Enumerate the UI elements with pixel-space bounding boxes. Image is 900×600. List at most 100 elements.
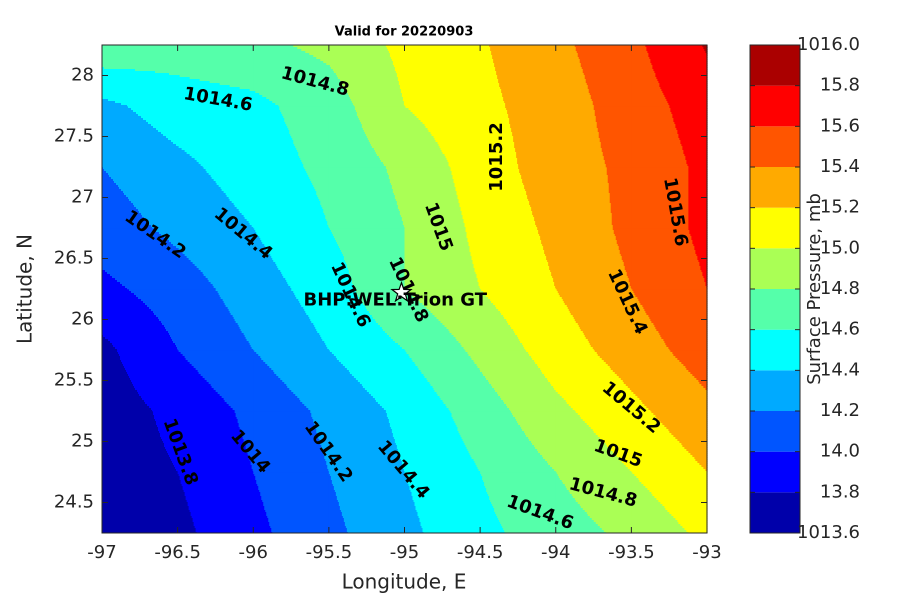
contour-band: [418, 516, 481, 519]
contour-band: [177, 335, 246, 338]
contour-band: [394, 195, 406, 198]
contour-band: [221, 396, 254, 399]
contour-band: [253, 142, 294, 145]
contour-band: [102, 486, 179, 489]
contour-band: [391, 59, 406, 62]
contour-band: [555, 520, 595, 523]
contour-band: [480, 45, 490, 48]
contour-band: [328, 343, 399, 346]
contour-band: [328, 45, 387, 48]
contour-band: [480, 236, 541, 239]
contour-band: [688, 203, 708, 206]
contour-band: [555, 366, 611, 369]
contour-band: [218, 293, 254, 296]
contour-band: [328, 433, 394, 436]
contour-band: [177, 337, 247, 340]
contour-band: [631, 388, 706, 391]
contour-band: [468, 244, 481, 247]
contour-band: [102, 307, 150, 310]
contour-band: [478, 282, 481, 285]
contour-band: [555, 126, 598, 129]
contour-band: [416, 510, 481, 513]
contour-band: [480, 122, 510, 125]
contour-band: [616, 374, 632, 377]
contour-band: [555, 278, 630, 281]
contour-band: [427, 128, 481, 131]
contour-band: [177, 492, 186, 495]
contour-band: [410, 293, 481, 296]
contour-band: [253, 288, 292, 290]
contour-band: [176, 345, 179, 348]
contour-band: [253, 360, 264, 363]
contour-band: [671, 514, 708, 517]
contour-band: [624, 266, 632, 269]
contour-band: [219, 295, 254, 298]
contour-band: [105, 337, 172, 340]
contour-band: [328, 158, 381, 161]
contour-band: [406, 478, 481, 481]
contour-band: [555, 286, 632, 289]
contour-band: [355, 291, 406, 294]
contour-band: [328, 105, 355, 107]
contour-band: [253, 504, 264, 507]
contour-band: [540, 453, 557, 456]
contour-band: [625, 384, 632, 387]
contour-band: [631, 230, 690, 233]
contour-band: [127, 105, 179, 107]
contour-band: [215, 181, 254, 184]
contour-band: [102, 408, 152, 411]
colorbar-tick-label: 1016.0: [797, 34, 860, 55]
contour-band: [177, 400, 226, 403]
contour-band: [328, 87, 346, 90]
contour-band: [358, 118, 406, 121]
contour-band: [404, 472, 481, 475]
contour-band: [102, 378, 131, 381]
contour-band: [129, 289, 179, 292]
contour-band: [555, 262, 625, 265]
contour-field: [102, 45, 708, 534]
contour-band: [379, 404, 406, 407]
contour-band: [480, 447, 536, 450]
contour-band: [528, 199, 557, 202]
contour-band: [480, 181, 523, 184]
contour-band: [328, 445, 398, 448]
contour-band: [102, 372, 128, 375]
contour-band: [684, 154, 708, 157]
contour-band: [480, 99, 504, 102]
contour-band: [504, 317, 557, 320]
contour-band: [328, 169, 388, 172]
contour-band: [253, 423, 315, 426]
contour-band: [701, 465, 708, 468]
contour-band: [488, 380, 549, 383]
contour-band: [705, 469, 708, 472]
contour-band: [177, 380, 208, 383]
contour-band: [516, 419, 557, 422]
contour-band: [102, 193, 125, 196]
contour-band: [631, 158, 686, 161]
contour-band: [177, 376, 204, 379]
contour-band: [507, 110, 557, 113]
contour-band: [548, 264, 557, 267]
contour-band: [631, 81, 659, 84]
colorbar-tick-label: 15.6: [820, 115, 860, 136]
contour-band: [440, 321, 481, 324]
contour-band: [298, 154, 330, 157]
contour-band: [154, 417, 179, 420]
contour-band: [282, 380, 330, 383]
contour-band: [450, 167, 481, 170]
contour-band: [555, 321, 577, 324]
contour-band: [203, 274, 254, 277]
contour-band: [631, 256, 698, 259]
contour-band: [394, 439, 406, 442]
contour-band: [328, 390, 368, 393]
contour-band: [328, 47, 388, 50]
contour-band: [304, 309, 330, 312]
contour-band: [304, 167, 330, 170]
contour-band: [102, 146, 179, 149]
contour-band: [102, 471, 179, 473]
contour-band: [177, 236, 254, 239]
contour-band: [302, 162, 330, 165]
contour-band: [480, 108, 507, 111]
contour-band: [404, 57, 481, 60]
contour-band: [102, 506, 179, 509]
